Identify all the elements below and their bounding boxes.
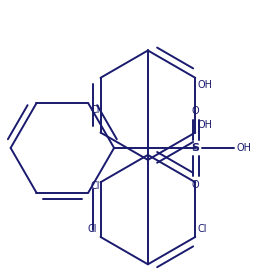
Text: Cl: Cl bbox=[90, 181, 100, 191]
Text: Cl: Cl bbox=[90, 105, 100, 115]
Text: O: O bbox=[192, 106, 199, 116]
Text: Cl: Cl bbox=[87, 224, 97, 234]
Text: OH: OH bbox=[197, 119, 212, 130]
Text: Cl: Cl bbox=[197, 224, 207, 234]
Text: S: S bbox=[192, 143, 200, 153]
Text: OH: OH bbox=[197, 80, 212, 90]
Text: OH: OH bbox=[236, 143, 251, 153]
Text: O: O bbox=[192, 180, 199, 190]
